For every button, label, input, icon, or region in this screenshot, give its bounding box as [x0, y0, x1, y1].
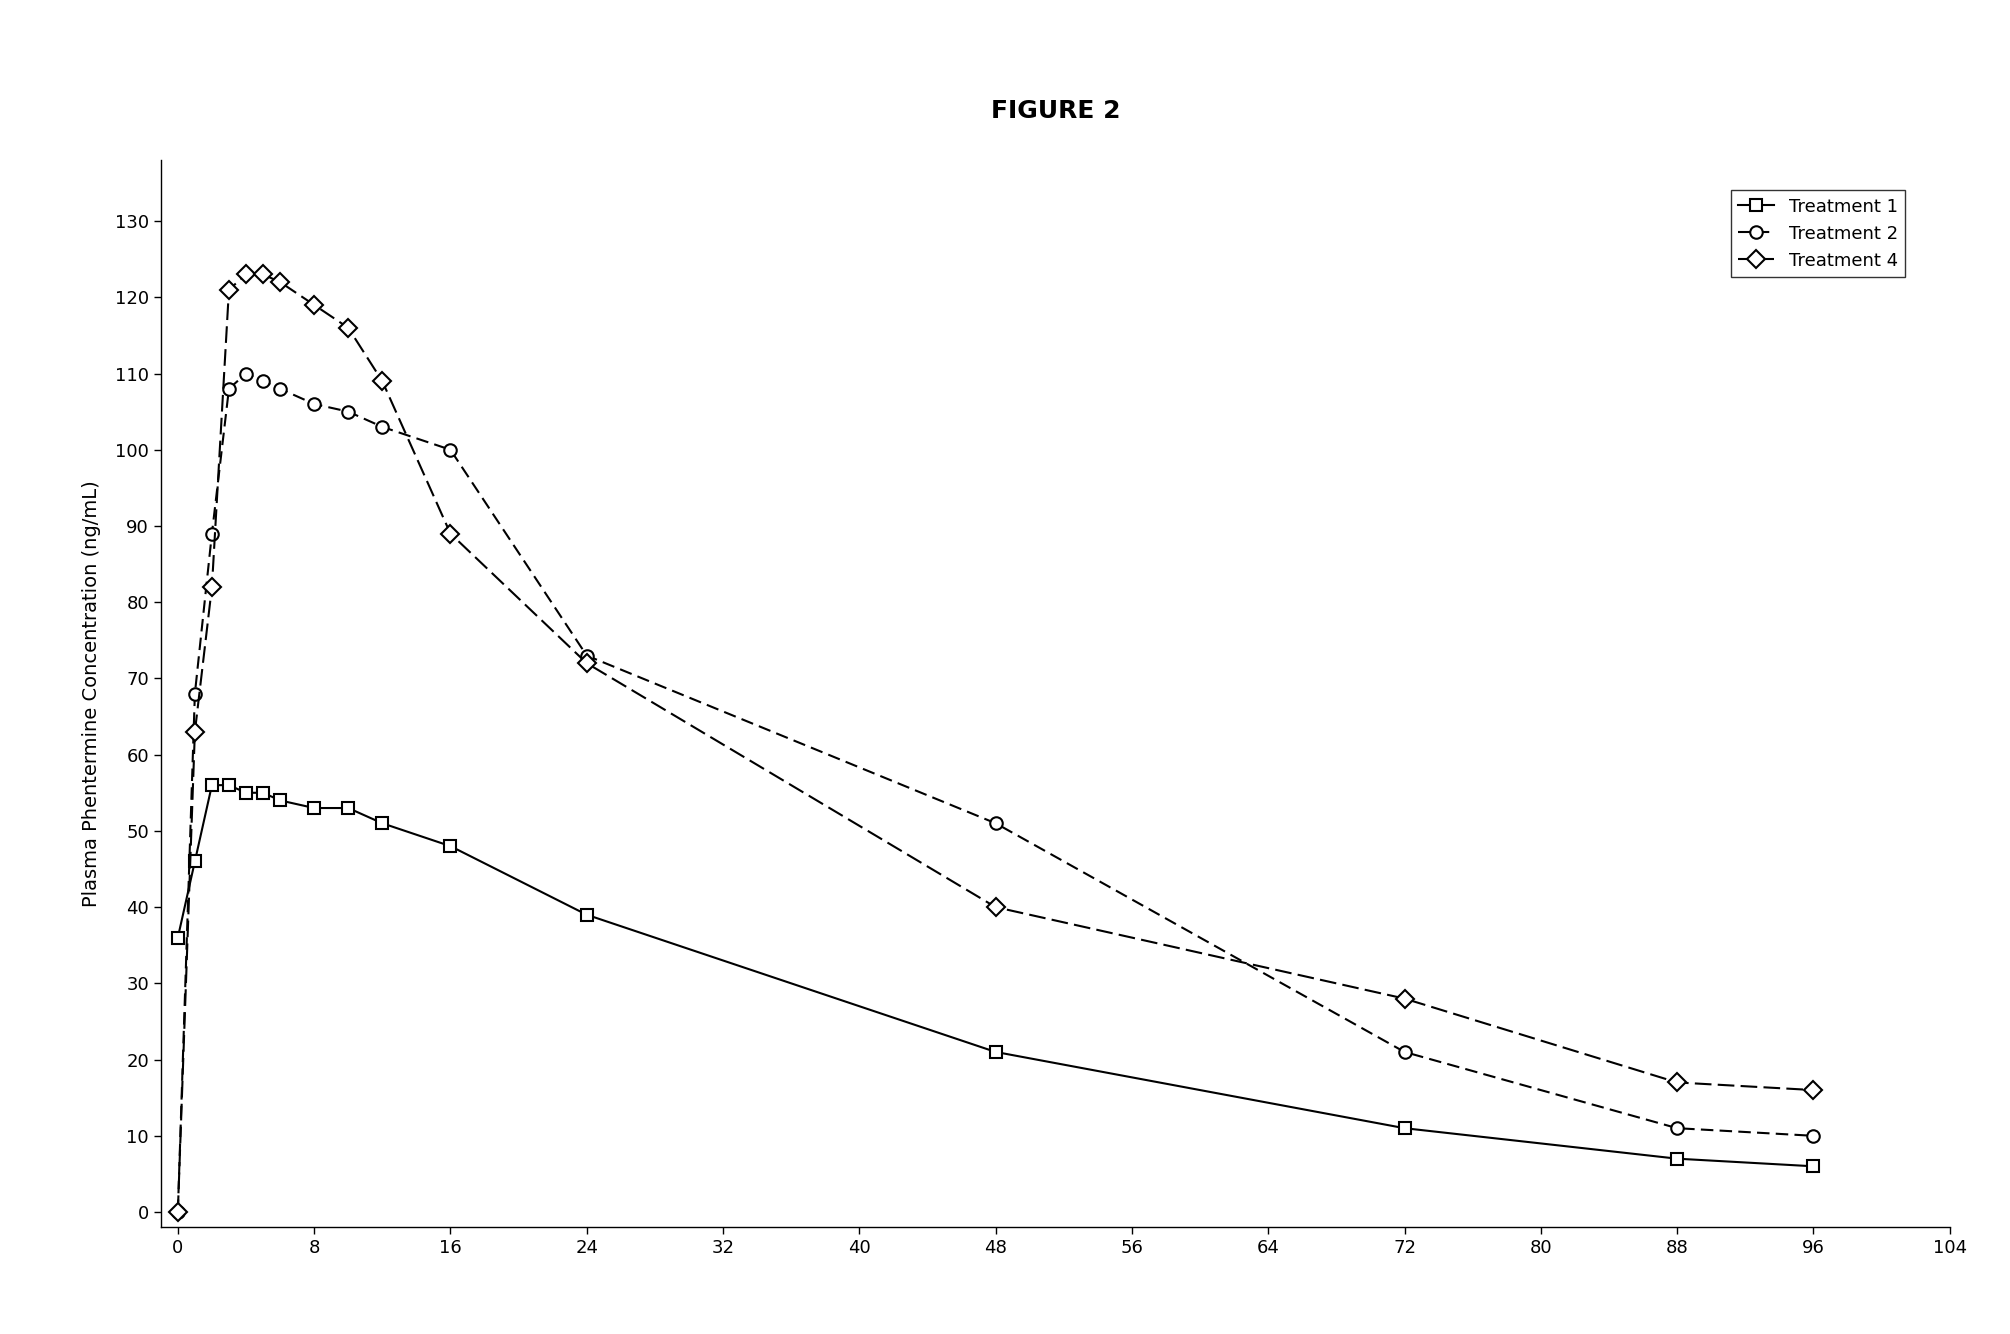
Treatment 2 [183, 686, 207, 702]
Title: FIGURE 2: FIGURE 2 [991, 100, 1120, 124]
Treatment 1 [438, 838, 462, 854]
Treatment 4 [336, 320, 360, 336]
Treatment 4 [1393, 991, 1417, 1007]
Treatment 4 [267, 273, 291, 289]
Treatment 4 [438, 526, 462, 542]
Treatment 2 [267, 380, 291, 396]
Treatment 2 [1801, 1127, 1825, 1143]
Treatment 4 [370, 374, 394, 390]
Treatment 2 [983, 815, 1007, 831]
Treatment 4 [302, 297, 326, 313]
Treatment 1 [199, 778, 223, 794]
Treatment 2 [438, 442, 462, 458]
Treatment 2 [1664, 1121, 1688, 1137]
Treatment 1 [1393, 1121, 1417, 1137]
Treatment 4 [217, 281, 241, 297]
Treatment 1 [1801, 1158, 1825, 1174]
Treatment 4 [1801, 1082, 1825, 1098]
Treatment 4 [183, 724, 207, 740]
Treatment 1 [336, 800, 360, 816]
Treatment 2 [199, 526, 223, 542]
Treatment 1 [165, 930, 189, 946]
Treatment 2 [302, 396, 326, 412]
Line: Treatment 2: Treatment 2 [171, 367, 1819, 1218]
Treatment 1 [983, 1045, 1007, 1061]
Treatment 2 [370, 419, 394, 435]
Line: Treatment 4: Treatment 4 [171, 268, 1819, 1218]
Treatment 2 [1393, 1045, 1417, 1061]
Treatment 1 [267, 792, 291, 808]
Treatment 4 [1664, 1074, 1688, 1090]
Treatment 1 [233, 784, 257, 800]
Treatment 1 [183, 854, 207, 870]
Legend: Treatment 1, Treatment 2, Treatment 4: Treatment 1, Treatment 2, Treatment 4 [1731, 191, 1905, 277]
Treatment 1 [302, 800, 326, 816]
Treatment 4 [165, 1205, 189, 1221]
Treatment 2 [165, 1205, 189, 1221]
Treatment 1 [217, 778, 241, 794]
Treatment 1 [251, 784, 275, 800]
Treatment 1 [1664, 1151, 1688, 1167]
Treatment 4 [983, 899, 1007, 915]
Treatment 4 [199, 579, 223, 595]
Y-axis label: Plasma Phentermine Concentration (ng/mL): Plasma Phentermine Concentration (ng/mL) [82, 480, 100, 907]
Treatment 2 [575, 647, 599, 663]
Treatment 2 [251, 374, 275, 390]
Treatment 1 [370, 815, 394, 831]
Treatment 4 [251, 267, 275, 283]
Treatment 1 [575, 907, 599, 923]
Treatment 2 [233, 366, 257, 382]
Treatment 2 [336, 404, 360, 420]
Treatment 2 [217, 380, 241, 396]
Line: Treatment 1: Treatment 1 [171, 779, 1819, 1173]
Treatment 4 [575, 655, 599, 671]
Treatment 4 [233, 267, 257, 283]
